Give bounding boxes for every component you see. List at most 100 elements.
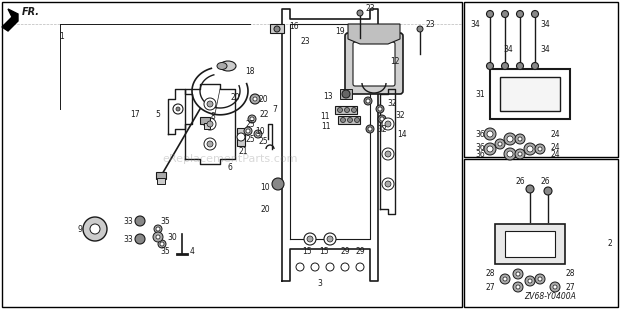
Bar [270, 24, 284, 33]
Text: 36: 36 [475, 142, 485, 151]
Text: 34: 34 [540, 19, 550, 28]
Text: 25: 25 [245, 120, 255, 129]
Circle shape [342, 90, 350, 98]
Text: 5: 5 [156, 109, 161, 118]
Text: 11: 11 [321, 112, 330, 121]
Circle shape [535, 144, 545, 154]
Text: 14: 14 [397, 129, 407, 138]
Text: 23: 23 [300, 36, 310, 45]
Text: 4: 4 [190, 247, 195, 256]
Text: ZV68-Y0400A: ZV68-Y0400A [524, 292, 576, 301]
Circle shape [385, 121, 391, 127]
Text: 27: 27 [485, 282, 495, 291]
Text: 21: 21 [238, 146, 248, 155]
Circle shape [246, 129, 250, 133]
Circle shape [515, 134, 525, 144]
Bar [340, 89, 352, 99]
Circle shape [498, 142, 502, 146]
Circle shape [544, 187, 552, 195]
Text: 28: 28 [485, 269, 495, 278]
Bar [500, 77, 560, 111]
Circle shape [525, 276, 535, 286]
Polygon shape [2, 9, 18, 31]
Circle shape [516, 62, 523, 70]
Circle shape [207, 101, 213, 107]
Circle shape [518, 152, 522, 156]
Text: 35: 35 [160, 217, 170, 226]
Circle shape [531, 62, 539, 70]
Circle shape [538, 147, 542, 151]
Circle shape [516, 285, 520, 289]
Circle shape [516, 272, 520, 276]
Circle shape [296, 263, 304, 271]
Bar [2, 2, 462, 307]
Circle shape [495, 139, 505, 149]
Circle shape [341, 263, 349, 271]
Text: 34: 34 [540, 44, 550, 53]
Circle shape [176, 107, 180, 111]
Text: 24: 24 [550, 142, 560, 151]
Circle shape [207, 141, 213, 147]
Circle shape [484, 128, 496, 140]
Circle shape [345, 108, 350, 112]
Circle shape [90, 224, 100, 234]
Circle shape [248, 115, 256, 123]
Circle shape [356, 263, 364, 271]
Circle shape [385, 151, 391, 157]
Circle shape [204, 98, 216, 110]
Circle shape [204, 118, 216, 130]
FancyBboxPatch shape [345, 33, 403, 94]
Text: 19: 19 [335, 27, 345, 36]
Bar [338, 116, 360, 124]
Circle shape [366, 125, 374, 133]
Text: 26: 26 [515, 176, 525, 185]
Circle shape [253, 97, 257, 101]
Circle shape [535, 274, 545, 284]
Circle shape [327, 236, 333, 242]
Text: 31: 31 [475, 90, 485, 99]
Circle shape [502, 11, 508, 18]
Circle shape [250, 117, 254, 121]
Circle shape [513, 269, 523, 279]
Circle shape [380, 117, 384, 121]
Circle shape [135, 216, 145, 226]
Circle shape [503, 277, 507, 281]
Bar [157, 178, 165, 184]
Circle shape [347, 117, 353, 122]
Circle shape [326, 263, 334, 271]
Text: 32: 32 [395, 111, 405, 120]
Circle shape [272, 178, 284, 190]
Circle shape [487, 11, 494, 18]
Polygon shape [348, 24, 400, 44]
Circle shape [376, 105, 384, 113]
Text: 11: 11 [321, 121, 330, 130]
Circle shape [256, 132, 260, 136]
Text: 20: 20 [260, 205, 270, 214]
Bar [156, 172, 166, 179]
Circle shape [153, 232, 163, 242]
Circle shape [237, 133, 245, 141]
Text: 1: 1 [60, 32, 64, 40]
Text: 23: 23 [425, 19, 435, 28]
Circle shape [337, 108, 342, 112]
Circle shape [504, 148, 516, 160]
Text: 18: 18 [246, 66, 255, 75]
Text: 7: 7 [273, 104, 277, 113]
Circle shape [244, 127, 252, 135]
Circle shape [368, 127, 372, 131]
Text: 8: 8 [211, 112, 215, 121]
Circle shape [158, 240, 166, 248]
Circle shape [524, 143, 536, 155]
Text: 34: 34 [503, 44, 513, 53]
Circle shape [250, 94, 260, 104]
Bar [204, 123, 210, 129]
Circle shape [364, 97, 372, 105]
Circle shape [487, 146, 493, 152]
Circle shape [484, 143, 496, 155]
Circle shape [385, 181, 391, 187]
Circle shape [518, 137, 522, 141]
Text: 15: 15 [302, 247, 312, 256]
Text: 3: 3 [317, 280, 322, 289]
Text: eReplacementParts.com: eReplacementParts.com [162, 154, 298, 164]
Text: 24: 24 [550, 150, 560, 159]
